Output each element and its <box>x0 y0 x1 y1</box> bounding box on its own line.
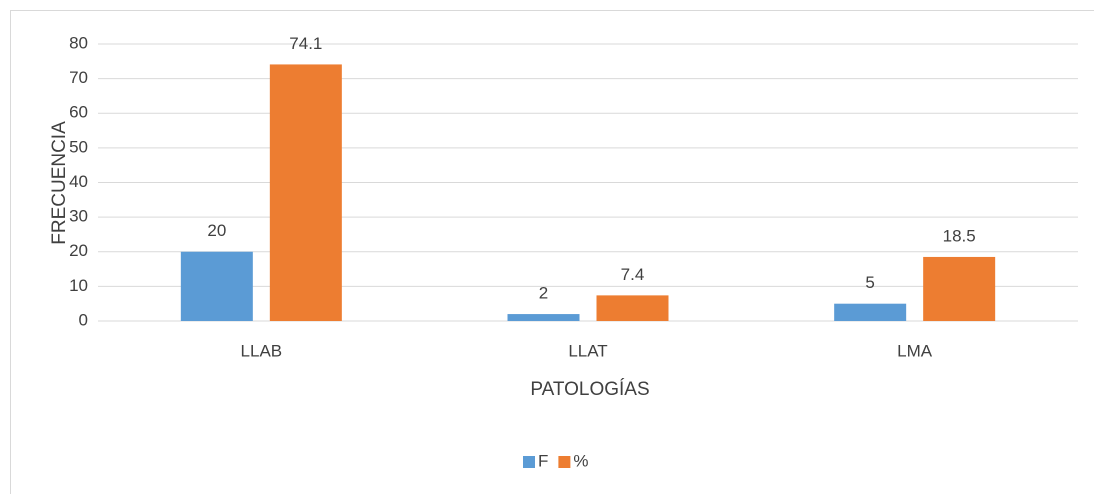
y-tick-label: 80 <box>69 33 88 52</box>
bar <box>923 256 996 321</box>
bar <box>596 295 669 321</box>
x-tick-label: LMA <box>897 341 933 360</box>
legend-label: % <box>573 451 588 470</box>
y-tick-label: 50 <box>69 137 88 156</box>
y-tick-label: 20 <box>69 241 88 260</box>
data-label: 18.5 <box>943 226 976 245</box>
legend-label: F <box>538 451 548 470</box>
y-tick-label: 60 <box>69 103 88 122</box>
bar <box>834 303 907 321</box>
x-tick-label: LLAB <box>241 341 283 360</box>
legend-swatch <box>558 456 571 468</box>
y-tick-label: 40 <box>69 172 88 191</box>
x-tick-label: LLAT <box>568 341 607 360</box>
data-label: 5 <box>865 273 874 292</box>
data-label: 74.1 <box>289 34 322 53</box>
y-tick-label: 30 <box>69 207 88 226</box>
data-label: 7.4 <box>621 265 645 284</box>
y-tick-label: 0 <box>79 310 88 329</box>
x-axis-title: PATOLOGÍAS <box>530 379 649 400</box>
data-label: 2 <box>539 284 548 303</box>
bar <box>269 64 342 322</box>
legend-swatch <box>523 456 535 468</box>
bar <box>180 251 253 321</box>
y-tick-label: 70 <box>69 68 88 87</box>
y-tick-label: 10 <box>69 276 88 295</box>
data-label: 20 <box>207 221 226 240</box>
y-axis-title: FRECUENCIA <box>49 121 70 245</box>
bar <box>507 314 580 321</box>
